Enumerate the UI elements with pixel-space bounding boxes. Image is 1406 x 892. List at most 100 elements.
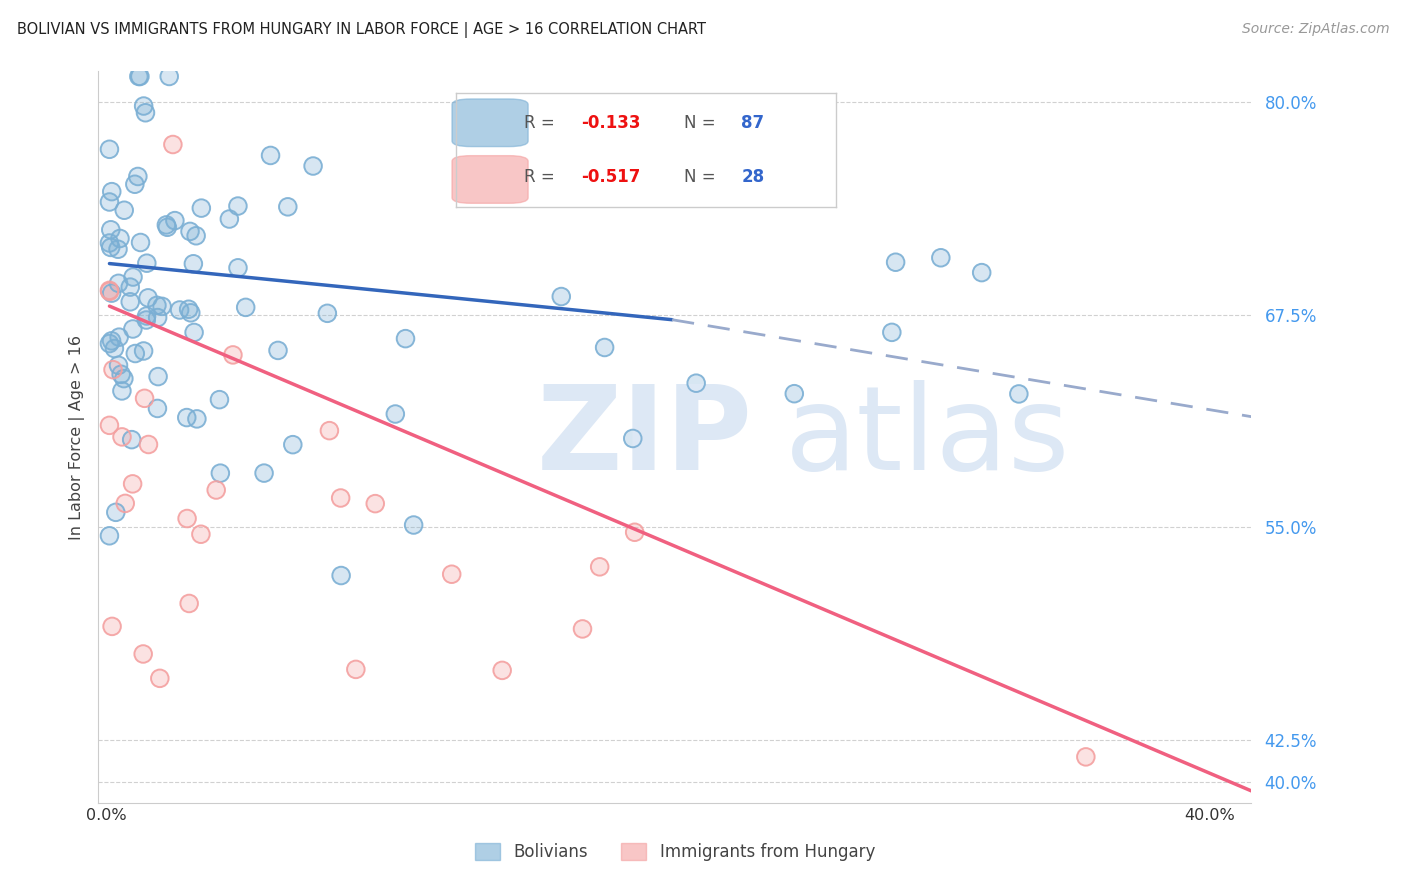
Point bbox=[120, 294, 142, 309]
Point bbox=[183, 257, 205, 271]
Point bbox=[929, 251, 952, 265]
Point bbox=[685, 376, 707, 391]
Point bbox=[114, 496, 136, 510]
Point bbox=[107, 277, 129, 291]
Point bbox=[127, 169, 149, 184]
Point bbox=[108, 231, 131, 245]
Point bbox=[621, 432, 644, 446]
Point bbox=[253, 466, 276, 480]
Point bbox=[384, 407, 406, 421]
Text: Source: ZipAtlas.com: Source: ZipAtlas.com bbox=[1241, 22, 1389, 37]
Point bbox=[103, 342, 125, 356]
Point bbox=[108, 330, 131, 344]
Point bbox=[98, 194, 121, 209]
Point bbox=[394, 332, 416, 346]
Point bbox=[179, 224, 201, 238]
Point bbox=[176, 410, 198, 425]
Point bbox=[621, 432, 644, 446]
Point bbox=[218, 212, 240, 227]
Point bbox=[121, 433, 143, 447]
Point bbox=[402, 518, 425, 533]
Point bbox=[267, 343, 290, 358]
Point bbox=[589, 559, 612, 574]
Point bbox=[186, 412, 208, 426]
Point bbox=[110, 368, 132, 382]
Point bbox=[110, 368, 132, 382]
Point bbox=[759, 187, 782, 202]
Point bbox=[104, 505, 127, 519]
Point bbox=[783, 386, 806, 401]
Point bbox=[111, 430, 134, 444]
Point bbox=[138, 437, 160, 451]
Point bbox=[120, 280, 142, 294]
Point bbox=[281, 437, 304, 451]
Point bbox=[98, 336, 121, 351]
Point bbox=[884, 255, 907, 269]
Point bbox=[111, 384, 134, 398]
Point bbox=[138, 437, 160, 451]
Point bbox=[128, 70, 150, 84]
Point bbox=[134, 392, 156, 406]
Point bbox=[176, 511, 198, 525]
Point bbox=[329, 491, 352, 505]
Point bbox=[277, 200, 299, 214]
Point bbox=[384, 407, 406, 421]
Point bbox=[177, 302, 200, 317]
Point bbox=[190, 201, 212, 215]
Point bbox=[685, 376, 707, 391]
Point bbox=[107, 277, 129, 291]
Point bbox=[150, 299, 173, 313]
Point bbox=[180, 306, 202, 320]
Point bbox=[970, 266, 993, 280]
Point bbox=[222, 348, 245, 362]
Point bbox=[394, 332, 416, 346]
Point bbox=[364, 497, 387, 511]
Point bbox=[302, 159, 325, 173]
Point bbox=[759, 187, 782, 202]
Point bbox=[550, 289, 572, 303]
Point bbox=[176, 511, 198, 525]
Point bbox=[593, 341, 616, 355]
Point bbox=[330, 568, 353, 582]
Point bbox=[180, 306, 202, 320]
Point bbox=[184, 228, 207, 243]
Point bbox=[124, 346, 146, 360]
Point bbox=[267, 343, 290, 358]
Point bbox=[98, 235, 121, 250]
Point bbox=[177, 302, 200, 317]
Point bbox=[135, 309, 157, 323]
Point bbox=[179, 597, 201, 611]
Point bbox=[571, 622, 593, 636]
Point bbox=[108, 330, 131, 344]
Point bbox=[124, 346, 146, 360]
Point bbox=[183, 326, 205, 340]
Point bbox=[880, 326, 903, 340]
Point bbox=[132, 99, 155, 113]
Point bbox=[122, 270, 145, 285]
Point bbox=[226, 199, 249, 213]
Point bbox=[259, 148, 281, 162]
Point bbox=[122, 270, 145, 285]
Point bbox=[150, 299, 173, 313]
Point bbox=[132, 99, 155, 113]
Point bbox=[132, 343, 155, 358]
Point bbox=[235, 301, 257, 315]
Text: atlas: atlas bbox=[785, 380, 1070, 494]
Point bbox=[623, 525, 645, 540]
Point bbox=[316, 306, 339, 320]
Point bbox=[111, 384, 134, 398]
Point bbox=[100, 185, 122, 199]
Point bbox=[98, 142, 121, 156]
Point bbox=[129, 235, 152, 250]
Point bbox=[344, 662, 367, 676]
Point bbox=[121, 433, 143, 447]
Point bbox=[785, 177, 807, 191]
Point bbox=[277, 200, 299, 214]
Point bbox=[100, 286, 122, 301]
Point bbox=[162, 137, 184, 152]
Point bbox=[146, 401, 169, 416]
Point bbox=[318, 424, 340, 438]
Point bbox=[162, 137, 184, 152]
Point bbox=[176, 410, 198, 425]
Point bbox=[491, 664, 513, 678]
